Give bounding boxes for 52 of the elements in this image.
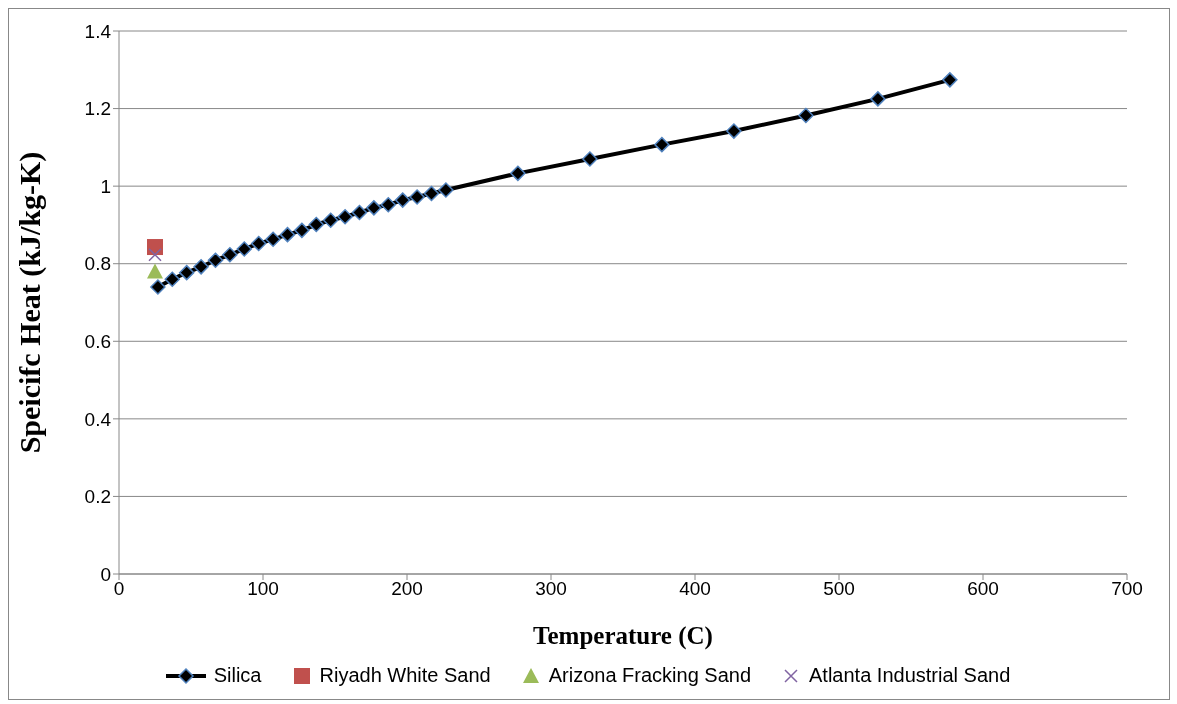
legend-label: Silica xyxy=(213,664,262,687)
legend-label: Atlanta Industrial Sand xyxy=(809,664,1011,687)
point xyxy=(265,231,281,248)
point xyxy=(409,189,425,205)
point xyxy=(148,248,162,262)
y-tick-label: 0.6 xyxy=(84,331,111,353)
y-axis-title: Speicifc Heat (kJ/kg-K) xyxy=(12,151,47,454)
point xyxy=(380,197,397,213)
point xyxy=(164,271,181,287)
x-tick-label: 100 xyxy=(247,578,279,600)
point xyxy=(236,241,253,257)
point xyxy=(351,204,368,221)
point xyxy=(150,279,166,295)
x-tick-label: 400 xyxy=(679,578,711,600)
point xyxy=(193,259,209,275)
x-tick-label: 600 xyxy=(967,578,999,600)
point xyxy=(222,247,238,263)
point xyxy=(178,264,195,281)
y-tick-label: 0.2 xyxy=(84,486,111,508)
point xyxy=(654,136,670,153)
point xyxy=(322,212,339,229)
y-tick-label: 1.2 xyxy=(84,98,111,120)
y-tick-label: 1 xyxy=(100,175,111,197)
point xyxy=(582,151,598,167)
y-tick-label: 1.4 xyxy=(84,20,112,42)
point xyxy=(294,222,310,239)
point xyxy=(147,239,163,256)
point xyxy=(250,235,267,252)
legend-label: Arizona Fracking Sand xyxy=(548,664,752,687)
point xyxy=(798,107,814,124)
point xyxy=(366,200,382,216)
point xyxy=(337,209,353,225)
point xyxy=(510,165,526,182)
y-tick-label: 0.4 xyxy=(84,408,112,430)
point xyxy=(207,252,224,268)
point xyxy=(423,185,440,202)
x-tick-label: 300 xyxy=(535,578,567,600)
x-tick-label: 200 xyxy=(391,578,423,600)
point xyxy=(308,216,325,233)
point xyxy=(438,182,454,198)
point xyxy=(870,91,886,107)
x-tick-label: 700 xyxy=(1111,578,1143,600)
point xyxy=(726,123,742,139)
point xyxy=(394,192,411,208)
y-tick-label: 0 xyxy=(100,563,111,585)
y-tick-label: 0.8 xyxy=(84,253,111,275)
x-tick-label: 500 xyxy=(823,578,855,600)
legend-label: Riyadh White Sand xyxy=(319,664,491,687)
point xyxy=(147,263,163,279)
x-axis-title: Temperature (C) xyxy=(533,622,713,650)
point xyxy=(279,226,296,243)
point xyxy=(942,72,958,88)
